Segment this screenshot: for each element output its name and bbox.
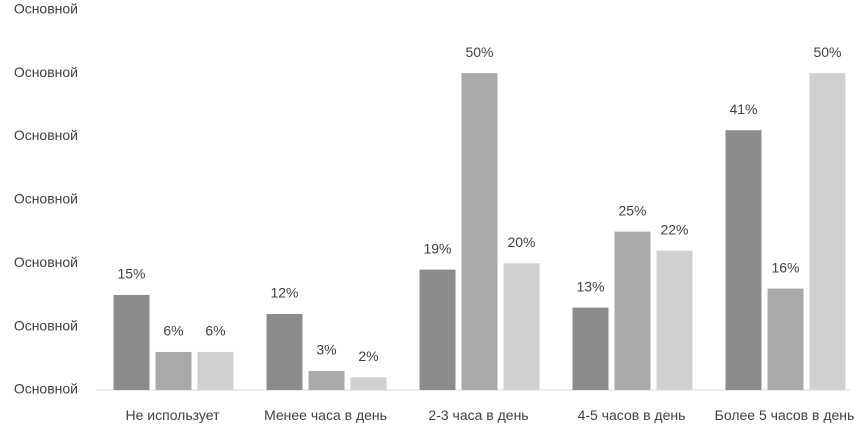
data-label: 41% (729, 101, 757, 117)
bar (461, 73, 498, 391)
bar (155, 351, 192, 390)
data-label: 6% (163, 323, 183, 339)
data-label: 16% (771, 259, 799, 275)
bar (656, 250, 693, 390)
data-label: 19% (423, 240, 451, 256)
bar (197, 351, 234, 390)
x-tick-label: Более 5 часов в день (714, 407, 855, 423)
data-label: 13% (576, 278, 604, 294)
data-label: 50% (465, 44, 493, 60)
y-tick-label: Основной (14, 64, 78, 80)
y-tick-label: Основной (14, 191, 78, 207)
bar (767, 288, 804, 390)
data-label: 25% (618, 202, 646, 218)
data-label: 12% (270, 285, 298, 301)
data-label: 20% (507, 234, 535, 250)
bar (503, 263, 540, 390)
bar (266, 313, 303, 390)
data-label: 22% (660, 221, 688, 237)
x-tick-label: 2-3 часа в день (428, 407, 529, 423)
y-tick-label: Основной (14, 1, 78, 17)
bar (113, 294, 150, 390)
x-tick-label: Менее часа в день (264, 407, 387, 423)
x-tick-label: 4-5 часов в день (577, 407, 686, 423)
bar (350, 377, 387, 390)
x-tick-label: Не использует (125, 407, 220, 423)
bar (308, 370, 345, 390)
bar (725, 130, 762, 391)
bar (419, 269, 456, 390)
data-label: 50% (813, 44, 841, 60)
data-label: 15% (117, 266, 145, 282)
data-label: 3% (316, 342, 336, 358)
y-tick-label: Основной (14, 127, 78, 143)
data-label: 6% (205, 323, 225, 339)
y-tick-label: Основной (14, 254, 78, 270)
y-tick-label: Основной (14, 317, 78, 333)
bar (809, 73, 846, 391)
data-label: 2% (358, 348, 378, 364)
bar (614, 231, 651, 390)
bar (572, 307, 609, 390)
y-tick-label: Основной (14, 381, 78, 397)
